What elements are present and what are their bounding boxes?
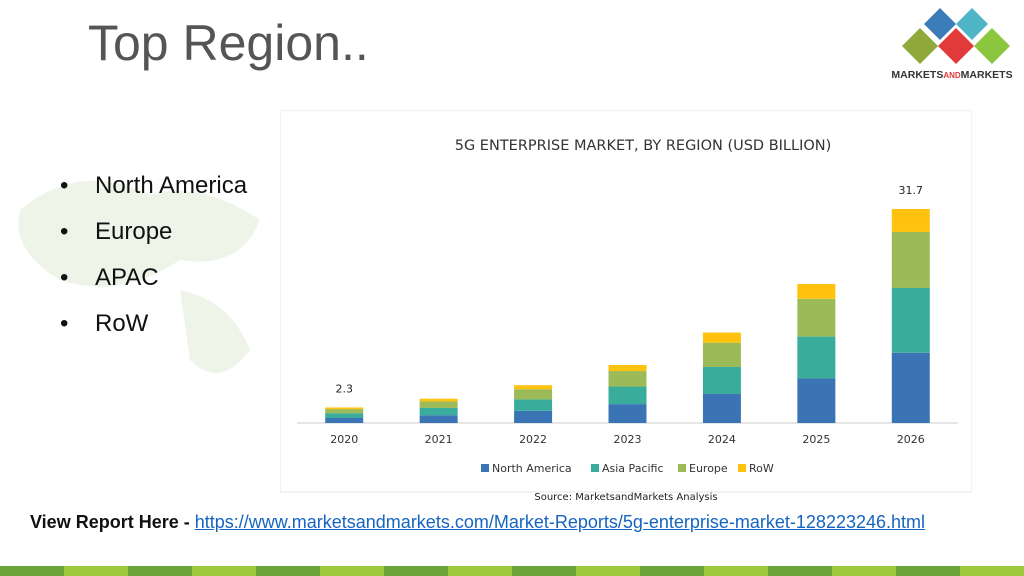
footer-label: View Report Here - (30, 512, 190, 532)
bar-segment (702, 366, 741, 394)
stripe-block (512, 566, 576, 576)
x-tick-label: 2025 (802, 433, 830, 446)
bar-segment (514, 385, 553, 390)
x-tick-label: 2023 (614, 433, 642, 446)
logo-part: MARKETS (891, 69, 943, 81)
bar-segment (419, 401, 458, 408)
bar-segment (797, 336, 836, 379)
stripe-block (832, 566, 896, 576)
logo-text: MARKETSANDMARKETS (891, 69, 1012, 81)
stripe-block (64, 566, 128, 576)
stripe-block (768, 566, 832, 576)
bullet: Europe (60, 218, 247, 264)
total-label: 2.3 (335, 382, 353, 395)
bar-segment (702, 332, 741, 343)
logo-diamond (956, 8, 988, 40)
legend-label: RoW (749, 462, 774, 475)
stripe-block (384, 566, 448, 576)
bar-segment (702, 393, 741, 423)
stripe-block (128, 566, 192, 576)
bar-segment (702, 342, 741, 367)
x-tick-label: 2026 (897, 433, 925, 446)
stripe-block (192, 566, 256, 576)
stripe-block (448, 566, 512, 576)
bar-segment (514, 389, 553, 400)
legend-swatch (738, 464, 746, 472)
bullet: APAC (60, 264, 247, 310)
footer-stripe (0, 566, 1024, 576)
bullet: RoW (60, 310, 247, 356)
stripe-block (640, 566, 704, 576)
logo-diamond (938, 28, 974, 64)
x-tick-label: 2024 (708, 433, 736, 446)
bar-segment (608, 371, 647, 387)
slide-title: Top Region.. (88, 15, 369, 71)
logo: MARKETSANDMARKETS (891, 8, 1013, 81)
bar-segment (797, 378, 836, 423)
bar-segment (325, 413, 364, 419)
legend-label: Europe (689, 462, 728, 475)
bar-segment (891, 209, 930, 232)
bar-segment (891, 231, 930, 288)
chart-title: 5G ENTERPRISE MARKET, BY REGION (USD BIL… (455, 138, 832, 154)
logo-part: MARKETS (961, 69, 1013, 81)
bar-segment (514, 410, 553, 423)
legend-label: Asia Pacific (602, 462, 664, 475)
bar-segment (608, 386, 647, 405)
bullet-list: North America Europe APAC RoW (60, 172, 247, 356)
logo-part: AND (943, 71, 961, 80)
logo-diamond (902, 28, 938, 64)
stripe-block (960, 566, 1024, 576)
legend-swatch (678, 464, 686, 472)
bullet: North America (60, 172, 247, 218)
stripe-block (0, 566, 64, 576)
bar-segment (514, 399, 553, 411)
bar-segment (325, 407, 364, 410)
bar-segment (419, 398, 458, 402)
total-label: 31.7 (899, 184, 924, 197)
report-link[interactable]: https://www.marketsandmarkets.com/Market… (194, 512, 926, 532)
stripe-block (896, 566, 960, 576)
bar-segment (419, 407, 458, 416)
stripe-block (256, 566, 320, 576)
stripe-block (704, 566, 768, 576)
bar-segment (891, 352, 930, 423)
legend-swatch (591, 464, 599, 472)
logo-diamond (974, 28, 1010, 64)
bar-segment (797, 283, 836, 299)
x-tick-label: 2021 (425, 433, 453, 446)
bar-segment (797, 298, 836, 337)
bar-segment (608, 364, 647, 372)
bar-segment (419, 415, 458, 423)
stripe-block (576, 566, 640, 576)
bar-segment (891, 287, 930, 353)
source: Source: MarketsandMarkets Analysis (534, 492, 717, 503)
legend-label: North America (492, 462, 572, 475)
x-tick-label: 2022 (519, 433, 547, 446)
legend-swatch (481, 464, 489, 472)
footer: View Report Here - https://www.marketsan… (30, 510, 1005, 534)
logo-diamond (924, 8, 956, 40)
x-tick-label: 2020 (330, 433, 358, 446)
bar-segment (325, 409, 364, 414)
bar-segment (325, 418, 364, 423)
chart: 5G ENTERPRISE MARKET, BY REGION (USD BIL… (280, 110, 972, 503)
stripe-block (320, 566, 384, 576)
bar-segment (608, 404, 647, 423)
chart-frame (280, 110, 972, 493)
